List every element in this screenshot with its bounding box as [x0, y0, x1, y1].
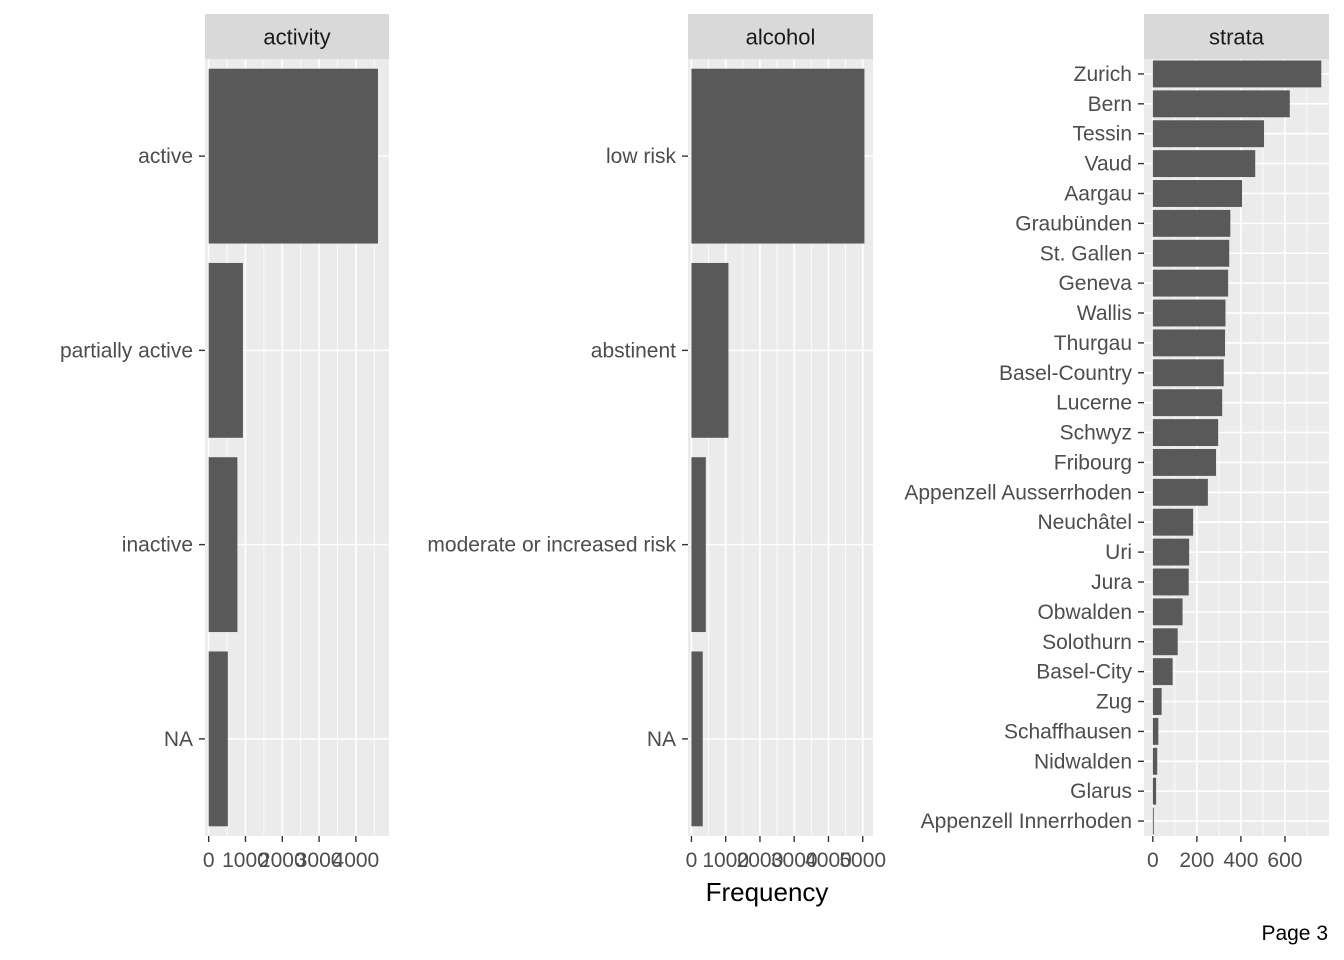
- category-label: Basel-City: [1036, 661, 1132, 684]
- facet-strip: [688, 14, 873, 59]
- category-label: Schaffhausen: [1004, 720, 1132, 743]
- category-label: Wallis: [1077, 302, 1132, 325]
- x-tick-label: 1000: [222, 849, 269, 872]
- category-label: Basel-Country: [999, 362, 1133, 385]
- category-label: abstinent: [591, 339, 676, 362]
- x-tick-label: 200: [1179, 849, 1214, 872]
- bar-abstinent: [691, 262, 729, 438]
- category-label: low risk: [606, 145, 677, 168]
- category-label: Zug: [1096, 691, 1132, 714]
- bar-aargau: [1152, 180, 1243, 207]
- bar-na: [208, 651, 228, 827]
- bar-solothurn: [1152, 628, 1178, 656]
- panel-activity: activity active partially active inactive NA…: [60, 14, 389, 872]
- category-label: NA: [164, 728, 193, 751]
- category-label: active: [138, 145, 193, 168]
- category-label: Tessin: [1072, 123, 1132, 146]
- category-label: inactive: [122, 534, 193, 557]
- x-tick-label: 0: [1147, 849, 1159, 872]
- facet-strip: [205, 14, 389, 59]
- x-tick-label: 4000: [333, 849, 380, 872]
- category-label: moderate or increased risk: [427, 534, 676, 557]
- bar-inactive: [208, 457, 238, 633]
- category-label: Solothurn: [1042, 631, 1132, 654]
- category-label: Schwyz: [1060, 422, 1132, 445]
- bar-graub-nden: [1152, 209, 1231, 237]
- x-tick-label: 2000: [737, 849, 784, 872]
- category-label: Nidwalden: [1034, 750, 1132, 773]
- x-tick-label: 4000: [805, 849, 852, 872]
- bar-basel-city: [1152, 658, 1173, 686]
- x-tick-label: 3000: [296, 849, 343, 872]
- category-label: Fribourg: [1054, 451, 1132, 474]
- category-label: Thurgau: [1054, 332, 1132, 355]
- category-label: Appenzell Ausserrhoden: [904, 481, 1132, 504]
- x-tick-label: 600: [1267, 849, 1302, 872]
- bar-appenzell-innerrhoden: [1152, 807, 1154, 835]
- x-tick-label: 1000: [702, 849, 749, 872]
- bar-wallis: [1152, 299, 1226, 327]
- category-label: Bern: [1088, 93, 1132, 116]
- x-tick-label: 5000: [839, 849, 886, 872]
- category-label: Lucerne: [1056, 392, 1132, 415]
- category-label: Geneva: [1058, 272, 1132, 295]
- category-label: Neuchâtel: [1037, 511, 1132, 534]
- x-tick-label: 0: [686, 849, 698, 872]
- bar-obwalden: [1152, 598, 1183, 626]
- bar-active: [208, 68, 378, 244]
- bar-appenzell-ausserrhoden: [1152, 478, 1208, 506]
- bar-zurich: [1152, 60, 1322, 88]
- facet-strip: [1144, 14, 1329, 59]
- bar-moderate-or-increased-risk: [691, 457, 706, 633]
- bar-zug: [1152, 688, 1162, 715]
- bar-na: [691, 651, 703, 827]
- category-label: Uri: [1105, 541, 1132, 564]
- bar-thurgau: [1152, 329, 1226, 357]
- bar-low-risk: [691, 68, 865, 244]
- category-label: Aargau: [1064, 182, 1132, 205]
- x-tick-label: 400: [1223, 849, 1258, 872]
- category-label: Graubünden: [1015, 212, 1132, 235]
- bar-schaffhausen: [1152, 717, 1159, 745]
- bar-uri: [1152, 538, 1190, 566]
- bar-partially-active: [208, 262, 243, 438]
- page-number: Page 3: [1261, 922, 1328, 945]
- bar-tessin: [1152, 120, 1265, 148]
- bar-schwyz: [1152, 419, 1219, 447]
- x-tick-label: 3000: [771, 849, 818, 872]
- category-label: Appenzell Innerrhoden: [921, 810, 1132, 833]
- category-label: Zurich: [1074, 63, 1132, 86]
- panel-alcohol: alcohol low risk abstinent moderate or incr…: [427, 14, 886, 872]
- bar-jura: [1152, 568, 1189, 596]
- x-axis-title: Frequency: [706, 877, 829, 907]
- bar-neuch-tel: [1152, 508, 1194, 536]
- category-label: partially active: [60, 339, 193, 362]
- category-label: Obwalden: [1037, 601, 1132, 624]
- x-tick-label: 2000: [259, 849, 306, 872]
- category-label: Glarus: [1070, 780, 1132, 803]
- facet-strip-label: alcohol: [746, 25, 816, 50]
- category-label: Jura: [1091, 571, 1132, 594]
- bar-bern: [1152, 90, 1290, 118]
- bar-vaud: [1152, 150, 1256, 178]
- category-label: St. Gallen: [1040, 242, 1132, 265]
- category-label: Vaud: [1085, 153, 1133, 176]
- bar-nidwalden: [1152, 747, 1158, 775]
- bar-st-gallen: [1152, 239, 1230, 267]
- x-tick-label: 0: [203, 849, 215, 872]
- panel-strata: strata Zurich Bern Tessin Vaud Aargau Graubünd…: [904, 14, 1329, 872]
- category-label: NA: [647, 728, 676, 751]
- bar-fribourg: [1152, 448, 1217, 476]
- bar-geneva: [1152, 269, 1229, 297]
- bar-lucerne: [1152, 389, 1223, 417]
- bar-glarus: [1152, 777, 1157, 805]
- bar-basel-country: [1152, 359, 1224, 387]
- facet-strip-label: strata: [1209, 25, 1265, 50]
- facet-strip-label: activity: [263, 25, 330, 50]
